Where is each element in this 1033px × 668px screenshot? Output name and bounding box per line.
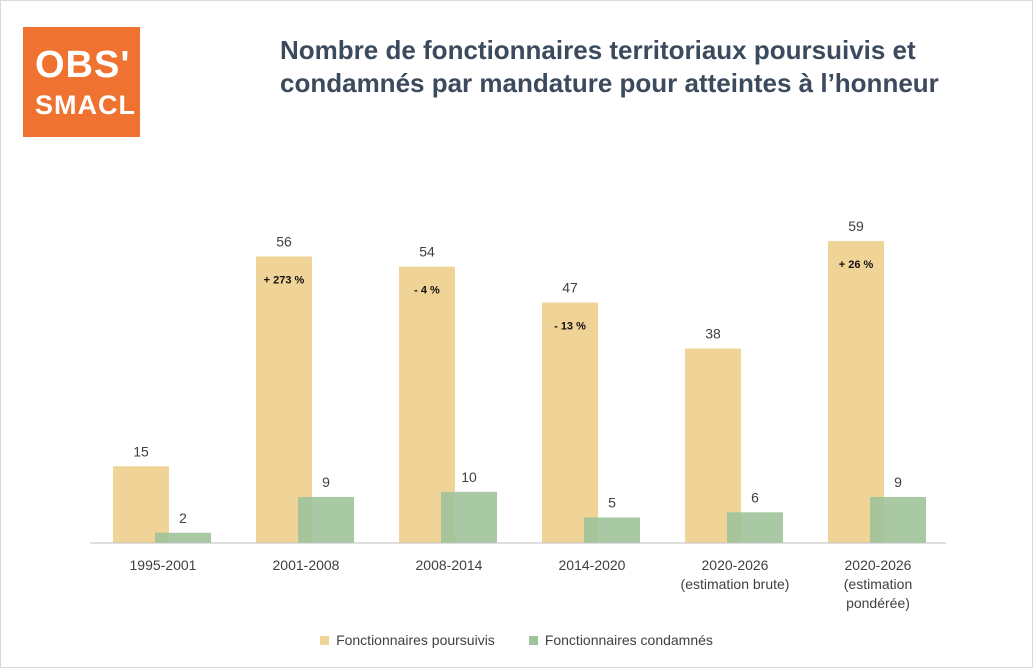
bar-poursuivis-3 [542, 302, 598, 543]
data-label-poursuivis-0: 15 [133, 443, 149, 459]
chart-title-line-1: Nombre de fonctionnaires territoriaux po… [280, 35, 916, 65]
legend-swatch-condamnes [528, 635, 538, 645]
evolution-annotation-3: - 13 % [554, 321, 586, 333]
data-label-condamnes-3: 5 [608, 494, 616, 510]
obs-smacl-logo: OBS' SMACL [23, 27, 140, 137]
data-label-condamnes-4: 6 [751, 489, 759, 505]
data-label-poursuivis-3: 47 [562, 280, 578, 296]
data-label-condamnes-0: 2 [179, 510, 187, 526]
x-tick-label-0-0: 1995-2001 [130, 557, 197, 573]
x-tick-label-3-0: 2014-2020 [559, 557, 626, 573]
bar-condamnes-0 [155, 532, 211, 543]
bar-condamnes-1 [298, 496, 354, 543]
data-label-condamnes-1: 9 [322, 474, 330, 490]
x-tick-label-5-2: pondérée) [846, 595, 910, 611]
chart-legend: Fonctionnaires poursuivis Fonctionnaires… [0, 632, 1033, 648]
x-tick-label-4-1: (estimation brute) [681, 576, 790, 592]
legend-item-poursuivis: Fonctionnaires poursuivis [320, 632, 495, 648]
bar-condamnes-4 [727, 512, 783, 543]
logo-line-2: SMACL [35, 90, 136, 120]
legend-label-poursuivis: Fonctionnaires poursuivis [336, 632, 495, 648]
evolution-annotation-2: - 4 % [414, 285, 440, 297]
data-label-condamnes-5: 9 [894, 474, 902, 490]
data-label-poursuivis-2: 54 [419, 244, 435, 260]
evolution-annotation-5: + 26 % [839, 259, 874, 271]
evolution-annotation-1: + 273 % [264, 274, 305, 286]
logo-line-1: OBS' [35, 44, 131, 86]
bar-poursuivis-0 [113, 466, 169, 543]
legend-label-condamnes: Fonctionnaires condamnés [544, 632, 713, 648]
data-label-condamnes-2: 10 [461, 469, 477, 485]
bar-poursuivis-4 [685, 348, 741, 543]
x-tick-label-5-1: (estimation [844, 576, 912, 592]
bar-condamnes-3 [584, 517, 640, 543]
chart-title: Nombre de fonctionnaires territoriaux po… [280, 34, 1020, 100]
legend-item-condamnes: Fonctionnaires condamnés [528, 632, 713, 648]
chart-title-line-2: condamnés par mandature pour atteintes à… [280, 68, 939, 98]
data-label-poursuivis-1: 56 [276, 233, 292, 249]
bar-condamnes-2 [441, 491, 497, 543]
x-tick-label-2-0: 2008-2014 [416, 557, 483, 573]
data-label-poursuivis-5: 59 [848, 218, 864, 234]
data-label-poursuivis-4: 38 [705, 326, 721, 342]
bar-poursuivis-5 [828, 241, 884, 543]
x-tick-label-1-0: 2001-2008 [273, 557, 340, 573]
x-tick-label-4-0: 2020-2026 [702, 557, 769, 573]
bar-condamnes-5 [870, 496, 926, 543]
legend-swatch-poursuivis [320, 635, 330, 645]
x-tick-label-5-0: 2020-2026 [845, 557, 912, 573]
bar-poursuivis-1 [256, 256, 312, 543]
